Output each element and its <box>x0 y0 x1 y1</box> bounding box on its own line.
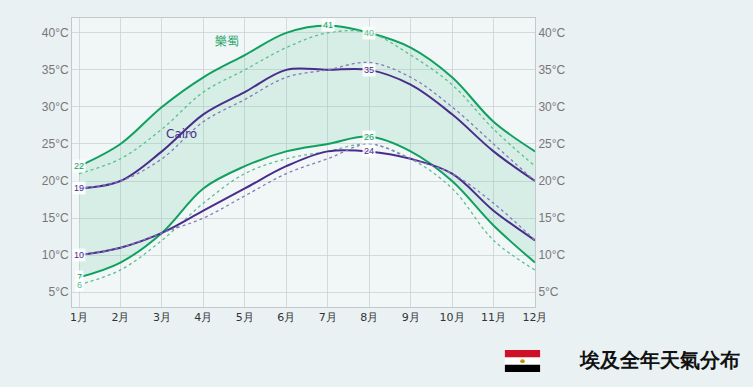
svg-text:26: 26 <box>364 132 374 142</box>
svg-text:25°C: 25°C <box>42 137 69 151</box>
svg-text:35°C: 35°C <box>42 63 69 77</box>
svg-text:10°C: 10°C <box>538 248 565 262</box>
svg-text:20°C: 20°C <box>42 174 69 188</box>
svg-text:40: 40 <box>364 28 374 38</box>
svg-text:1月: 1月 <box>70 311 88 324</box>
svg-text:22: 22 <box>74 161 84 171</box>
svg-text:Cairo: Cairo <box>166 127 197 141</box>
svg-text:35: 35 <box>364 65 374 75</box>
svg-text:35°C: 35°C <box>538 63 565 77</box>
svg-text:12月: 12月 <box>523 311 548 324</box>
svg-text:7月: 7月 <box>319 311 337 324</box>
svg-text:15°C: 15°C <box>538 211 565 225</box>
svg-text:10月: 10月 <box>440 311 465 324</box>
svg-text:8月: 8月 <box>360 311 378 324</box>
svg-text:24: 24 <box>364 146 374 156</box>
svg-text:5°C: 5°C <box>48 285 68 299</box>
svg-text:11月: 11月 <box>481 311 506 324</box>
svg-text:9月: 9月 <box>402 311 420 324</box>
svg-text:15°C: 15°C <box>42 211 69 225</box>
svg-text:40°C: 40°C <box>42 26 69 40</box>
svg-text:埃及全年天氣分布: 埃及全年天氣分布 <box>579 348 740 372</box>
svg-text:19: 19 <box>74 183 84 193</box>
svg-text:4月: 4月 <box>194 311 212 324</box>
svg-text:40°C: 40°C <box>538 26 565 40</box>
svg-text:30°C: 30°C <box>42 100 69 114</box>
svg-text:7: 7 <box>77 272 82 282</box>
svg-text:2月: 2月 <box>111 311 129 324</box>
svg-text:5°C: 5°C <box>538 285 558 299</box>
svg-text:20°C: 20°C <box>538 174 565 188</box>
svg-text:樂蜀: 樂蜀 <box>215 34 239 48</box>
svg-text:6月: 6月 <box>277 311 295 324</box>
svg-text:5月: 5月 <box>236 311 254 324</box>
svg-text:6: 6 <box>77 280 82 290</box>
svg-text:10°C: 10°C <box>42 248 69 262</box>
svg-text:41: 41 <box>323 20 333 30</box>
svg-text:10: 10 <box>74 250 84 260</box>
svg-text:3月: 3月 <box>153 311 171 324</box>
svg-text:30°C: 30°C <box>538 100 565 114</box>
svg-text:25°C: 25°C <box>538 137 565 151</box>
